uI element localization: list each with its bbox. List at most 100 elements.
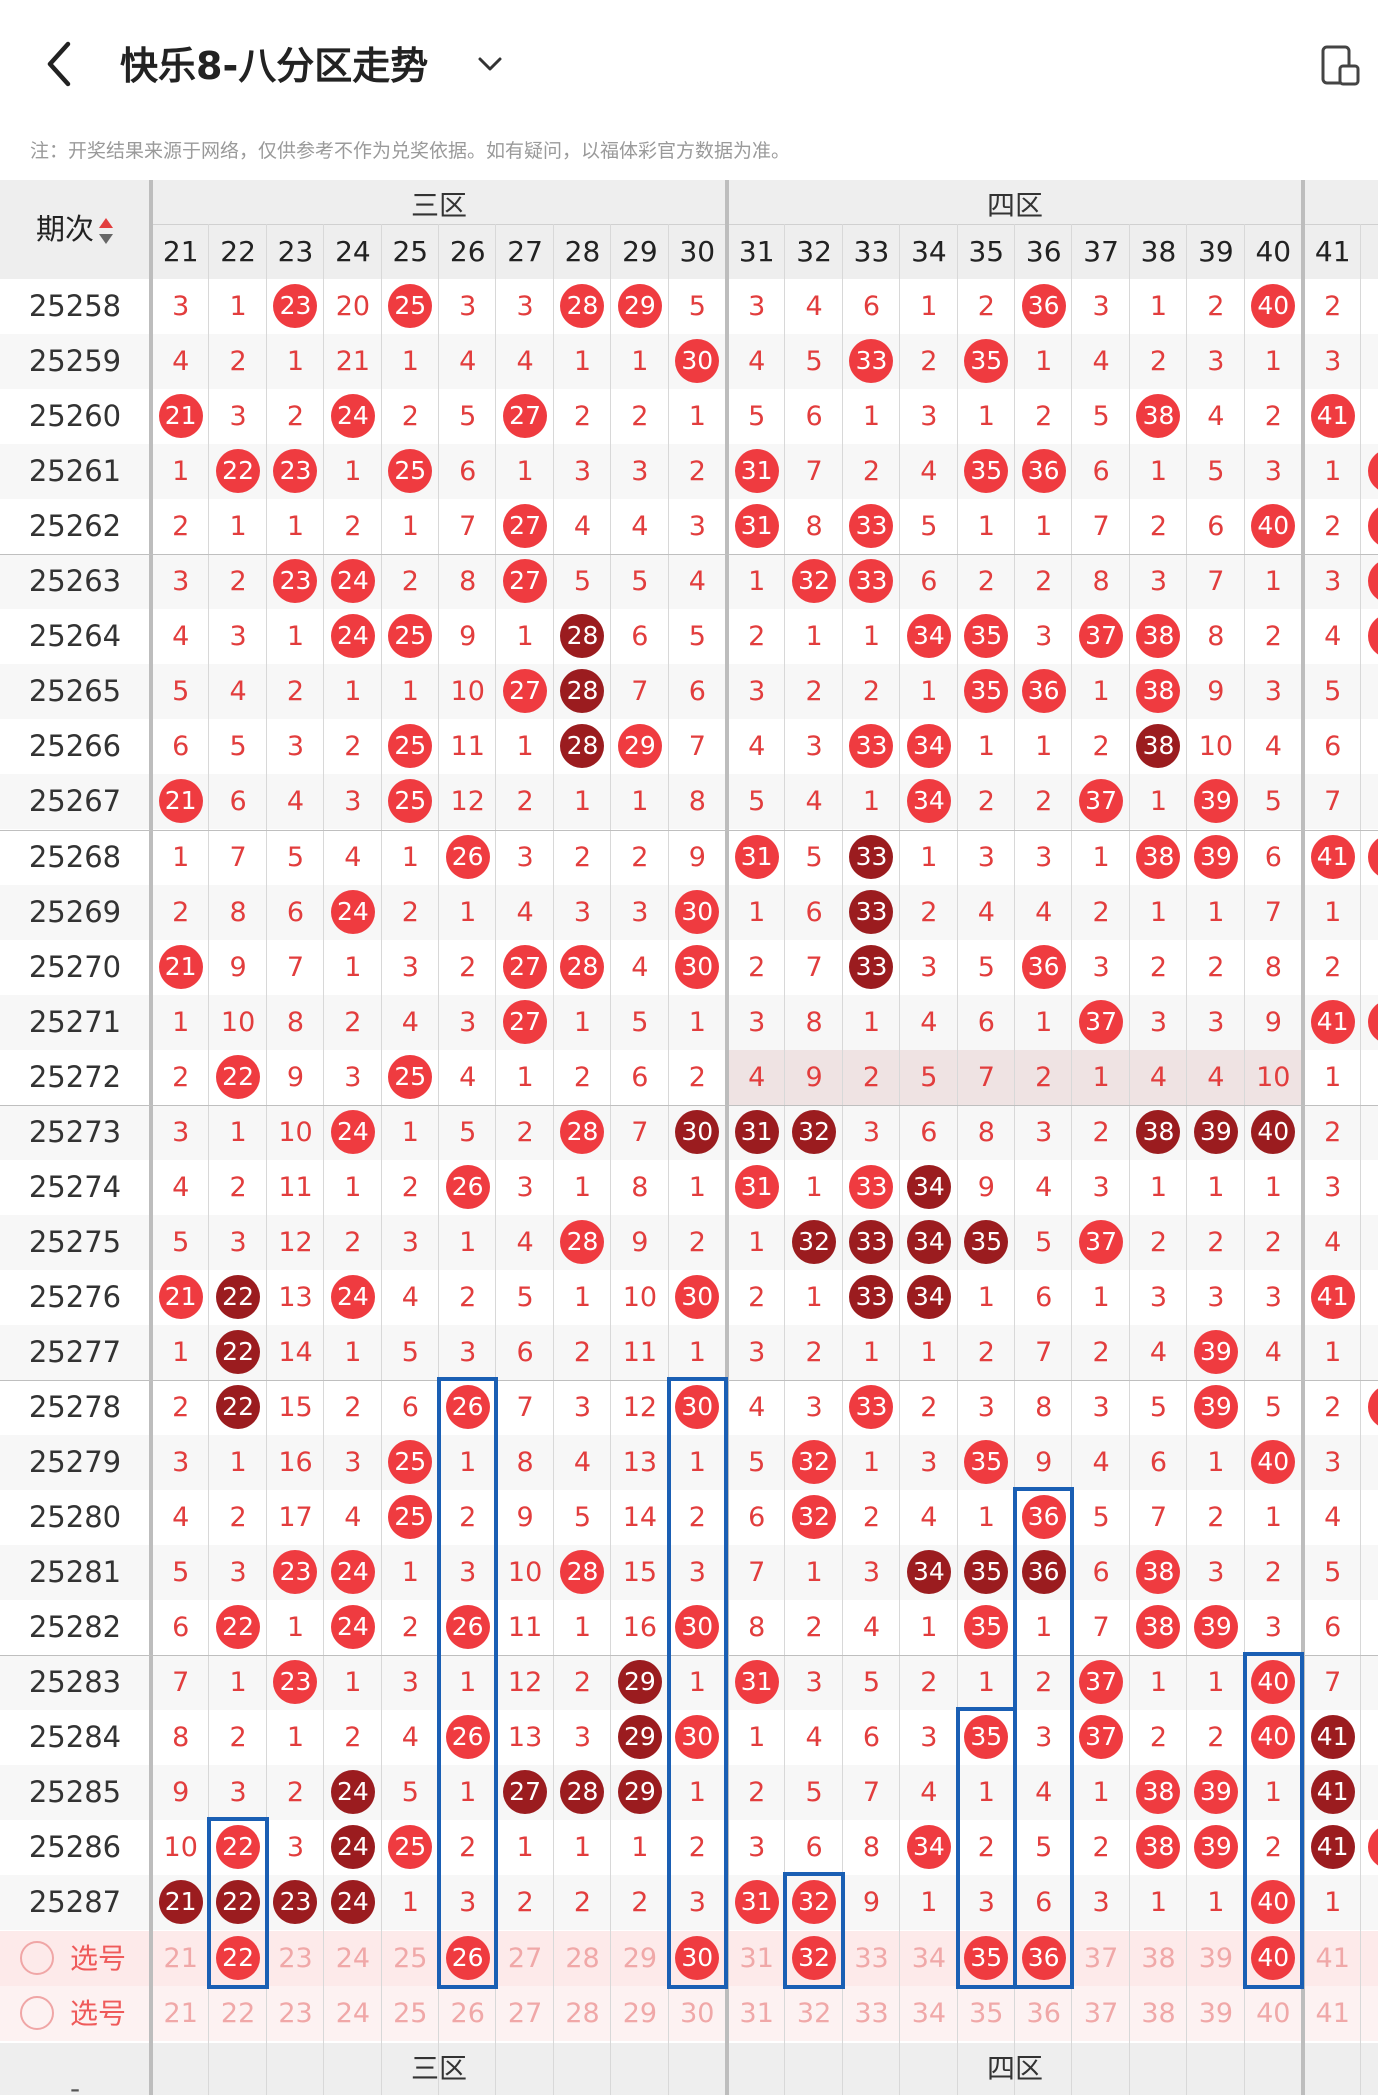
cell-25271-23: 8 xyxy=(286,1006,305,1038)
cell-25282-37: 7 xyxy=(1092,1612,1110,1644)
period-cell: 25273 xyxy=(28,1114,122,1149)
pick-22[interactable]: 22 xyxy=(220,1997,256,2029)
cell-25268-23: 5 xyxy=(286,841,305,873)
cell-25274-38: 1 xyxy=(1149,1171,1168,1203)
pick-29[interactable]: 29 xyxy=(622,1942,658,1974)
pick-26[interactable]: 26 xyxy=(439,1931,496,1986)
back-arrow-icon[interactable] xyxy=(38,38,84,90)
pick-ball-selected[interactable]: 30 xyxy=(675,1935,720,1980)
pick-23[interactable]: 23 xyxy=(278,1997,313,2029)
trend-grid[interactable]: 期次 三区 四区 21 22 23 24 25 26 27 28 29 30 31 32 33 34 35 36 37… xyxy=(0,180,1378,2095)
pick-21[interactable]: 21 xyxy=(163,1942,198,1974)
pick-40[interactable]: 40 xyxy=(1245,1931,1302,1986)
pick-37[interactable]: 37 xyxy=(1083,1997,1119,2029)
pick-ball-selected[interactable]: 26 xyxy=(445,1935,490,1980)
hit-ball: 28 xyxy=(560,724,605,769)
column-divider xyxy=(1186,224,1188,2095)
pick-ball-selected[interactable]: 40 xyxy=(1251,1935,1296,1980)
page-title[interactable]: 快乐8-八分区走势 xyxy=(120,44,429,88)
period-cell: 25280 xyxy=(28,1500,122,1535)
pick-31[interactable]: 31 xyxy=(739,1997,774,2029)
cell-25283-33: 5 xyxy=(862,1667,881,1699)
cell-25274-25: 2 xyxy=(401,1171,419,1203)
cell-25273-30: 30 xyxy=(669,1105,726,1160)
sort-icon[interactable] xyxy=(98,215,114,247)
cell-25270-28: 28 xyxy=(554,940,611,995)
cell-25276-37: 1 xyxy=(1092,1281,1110,1313)
hit-ball: 24 xyxy=(330,1109,375,1154)
pick-30[interactable]: 30 xyxy=(680,1997,715,2029)
cell-25284-25: 4 xyxy=(401,1722,419,1754)
period-header[interactable]: 期次 xyxy=(0,180,150,279)
pick-39[interactable]: 39 xyxy=(1198,1942,1234,1974)
pick-ball-selected[interactable]: 32 xyxy=(792,1935,837,1980)
cell-25279-26: 1 xyxy=(459,1447,477,1479)
pick-ball-selected[interactable]: 35 xyxy=(964,1935,1009,1980)
pick-27[interactable]: 27 xyxy=(507,1997,543,2029)
cell-25286-35: 2 xyxy=(977,1832,995,1864)
hit-ball: 31 xyxy=(734,1880,779,1925)
cell-25286-30: 2 xyxy=(688,1832,706,1864)
pick-33[interactable]: 33 xyxy=(854,1942,889,1974)
device-toggle-icon[interactable] xyxy=(1318,44,1364,90)
hit-ball: 37 xyxy=(1079,779,1124,824)
pick-22[interactable]: 22 xyxy=(209,1931,266,1986)
pick-31[interactable]: 31 xyxy=(739,1942,774,1974)
pick-25[interactable]: 25 xyxy=(393,1942,428,1974)
pick-39[interactable]: 39 xyxy=(1198,1997,1234,2029)
cell-25269-37: 2 xyxy=(1092,896,1110,928)
pick-38[interactable]: 38 xyxy=(1141,1942,1176,1974)
cell-25264-32: 1 xyxy=(805,621,823,653)
hit-ball: 26 xyxy=(445,1605,490,1650)
cell-25270-30: 30 xyxy=(669,940,726,995)
pick-28[interactable]: 28 xyxy=(565,1942,600,1974)
pick-38[interactable]: 38 xyxy=(1141,1997,1176,2029)
pick-36[interactable]: 36 xyxy=(1026,1997,1061,2029)
pick-36[interactable]: 36 xyxy=(1015,1931,1072,1986)
pick-24[interactable]: 24 xyxy=(335,1997,371,2029)
hit-ball: 37 xyxy=(1079,614,1124,659)
hit-ball: 38 xyxy=(1136,1770,1181,1815)
cell-25274-40: 1 xyxy=(1264,1171,1282,1203)
cell-25272-33: 2 xyxy=(862,1061,881,1093)
pick-29[interactable]: 29 xyxy=(622,1997,658,2029)
hit-ball: 26 xyxy=(445,1164,490,1209)
pick-37[interactable]: 37 xyxy=(1083,1942,1119,1974)
cell-25280-41: 4 xyxy=(1324,1502,1342,1534)
hit-ball: 22 xyxy=(216,1329,261,1374)
pick-radio[interactable] xyxy=(20,1940,54,1975)
column-number-32: 32 xyxy=(796,235,832,268)
pick-25[interactable]: 25 xyxy=(393,1997,428,2029)
pick-41[interactable]: 41 xyxy=(1315,1997,1350,2029)
pick-28[interactable]: 28 xyxy=(565,1997,600,2029)
cell-25270-22: 9 xyxy=(229,951,247,983)
pick-32[interactable]: 32 xyxy=(796,1997,832,2029)
hit-ball: 25 xyxy=(388,614,433,659)
pick-24[interactable]: 24 xyxy=(335,1942,371,1974)
pick-34[interactable]: 34 xyxy=(911,1942,947,1974)
cell-25267-33: 1 xyxy=(862,786,881,818)
pick-21[interactable]: 21 xyxy=(163,1997,198,2029)
cell-25264-33: 1 xyxy=(862,621,881,653)
chevron-down-icon[interactable] xyxy=(474,48,506,80)
cell-25270-32: 7 xyxy=(805,951,823,983)
cell-25282-34: 1 xyxy=(920,1612,938,1644)
pick-33[interactable]: 33 xyxy=(854,1997,889,2029)
pick-35[interactable]: 35 xyxy=(969,1997,1004,2029)
pick-23[interactable]: 23 xyxy=(278,1942,313,1974)
cell-25281-35: 35 xyxy=(958,1545,1015,1600)
pick-radio[interactable] xyxy=(20,1995,54,2030)
cell-25268-21: 1 xyxy=(172,841,190,873)
cell-25277-40: 4 xyxy=(1264,1336,1282,1368)
pick-32[interactable]: 32 xyxy=(785,1931,842,1986)
pick-30[interactable]: 30 xyxy=(669,1931,726,1986)
pick-41[interactable]: 41 xyxy=(1315,1942,1350,1974)
pick-ball-selected[interactable]: 22 xyxy=(216,1935,261,1980)
pick-27[interactable]: 27 xyxy=(507,1942,543,1974)
cell-25266-22: 5 xyxy=(229,731,247,763)
pick-35[interactable]: 35 xyxy=(958,1931,1015,1986)
pick-40[interactable]: 40 xyxy=(1256,1997,1291,2029)
pick-ball-selected[interactable]: 36 xyxy=(1021,1935,1066,1980)
pick-26[interactable]: 26 xyxy=(450,1997,485,2029)
pick-34[interactable]: 34 xyxy=(911,1997,947,2029)
